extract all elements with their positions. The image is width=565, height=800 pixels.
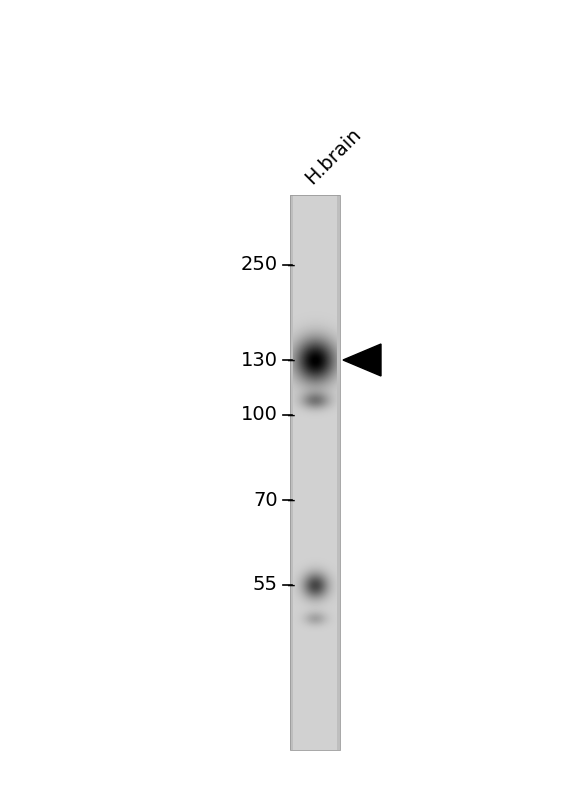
Bar — [293, 195, 337, 750]
Text: –: – — [282, 491, 295, 509]
Text: 250: 250 — [241, 255, 278, 274]
Polygon shape — [343, 344, 381, 376]
Text: 130: 130 — [241, 350, 278, 370]
Text: –: – — [282, 351, 295, 369]
Text: –: – — [282, 406, 295, 424]
Text: 100: 100 — [241, 406, 278, 425]
Text: H.brain: H.brain — [302, 125, 365, 188]
Text: 70: 70 — [253, 490, 278, 510]
Text: 55: 55 — [253, 575, 278, 594]
Bar — [290, 195, 340, 750]
Text: –: – — [282, 576, 295, 594]
Bar — [290, 195, 340, 750]
Text: –: – — [282, 256, 295, 274]
